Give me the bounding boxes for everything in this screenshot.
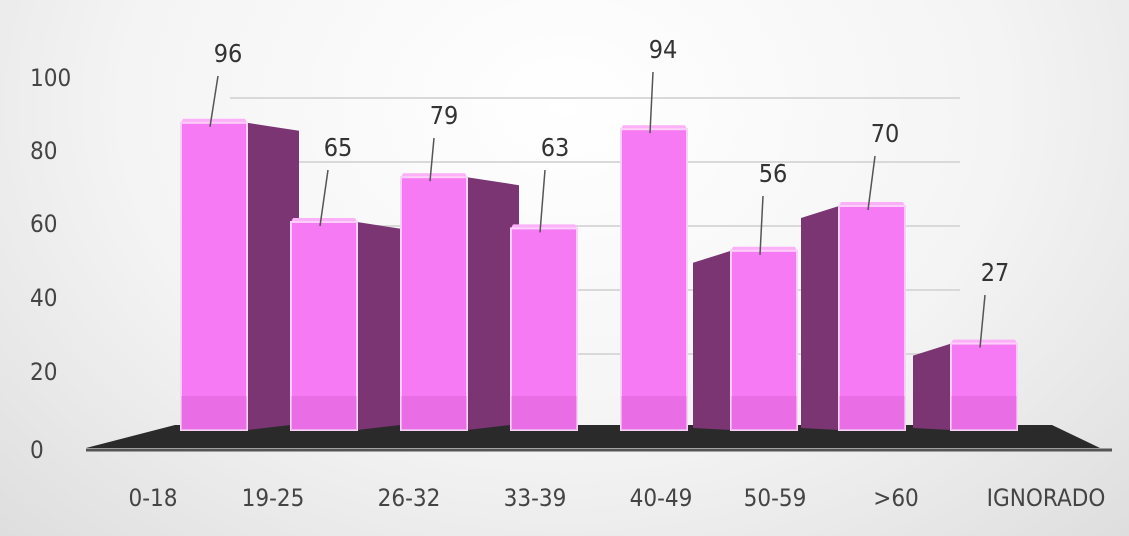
x-tick-label: 33-39 bbox=[504, 484, 567, 512]
data-label-leader bbox=[867, 155, 876, 211]
bar-side bbox=[357, 222, 409, 430]
bar-reflection bbox=[511, 396, 577, 430]
bar bbox=[620, 128, 688, 431]
y-tick-label: 100 bbox=[30, 64, 71, 92]
bar bbox=[838, 205, 906, 431]
data-label: 96 bbox=[214, 39, 243, 68]
bar-side bbox=[913, 343, 951, 430]
data-label-leader bbox=[979, 294, 986, 348]
data-label-leader bbox=[759, 195, 764, 255]
data-label-leader bbox=[429, 137, 435, 182]
x-tick-label: >60 bbox=[873, 484, 919, 512]
bar-top bbox=[181, 118, 247, 123]
y-tick-label: 20 bbox=[30, 358, 57, 386]
bar bbox=[290, 221, 358, 431]
data-label: 63 bbox=[541, 133, 570, 162]
data-label: 94 bbox=[649, 35, 678, 64]
bar bbox=[400, 176, 468, 431]
bar-side bbox=[693, 250, 731, 430]
y-tick-label: 60 bbox=[30, 210, 57, 238]
x-tick-label: IGNORADO bbox=[987, 484, 1106, 512]
bar-reflection bbox=[181, 396, 247, 430]
bar-side bbox=[247, 122, 299, 431]
y-tick-label: 40 bbox=[30, 284, 57, 312]
data-label-leader bbox=[319, 169, 329, 227]
y-tick-label: 0 bbox=[30, 436, 44, 464]
bar-top bbox=[511, 224, 577, 229]
data-label: 79 bbox=[430, 101, 459, 130]
bar bbox=[950, 342, 1018, 432]
bar-top bbox=[951, 339, 1017, 344]
bar-reflection bbox=[621, 396, 687, 430]
x-tick-label: 19-25 bbox=[242, 484, 305, 512]
x-tick-label: 40-49 bbox=[630, 484, 693, 512]
y-tick-label: 80 bbox=[30, 137, 57, 165]
x-tick-label: 26-32 bbox=[378, 484, 441, 512]
x-tick-label: 50-59 bbox=[744, 484, 807, 512]
bar-side bbox=[467, 177, 519, 430]
bar-reflection bbox=[291, 396, 357, 430]
bar-top bbox=[401, 173, 467, 178]
x-tick-label: 0-18 bbox=[129, 484, 178, 512]
bar bbox=[730, 249, 798, 431]
data-label-leader bbox=[209, 75, 219, 127]
bar-reflection bbox=[731, 396, 797, 430]
data-label-leader bbox=[539, 169, 546, 233]
bar bbox=[180, 121, 248, 432]
bar-side bbox=[801, 206, 839, 430]
data-label: 27 bbox=[981, 258, 1010, 287]
data-label: 70 bbox=[871, 119, 900, 148]
bar-reflection bbox=[951, 396, 1017, 430]
data-label: 56 bbox=[759, 159, 788, 188]
bar bbox=[510, 227, 578, 431]
bar-reflection bbox=[839, 396, 905, 430]
data-label: 65 bbox=[324, 133, 353, 162]
data-label-leader bbox=[649, 71, 654, 134]
bar-reflection bbox=[401, 396, 467, 430]
